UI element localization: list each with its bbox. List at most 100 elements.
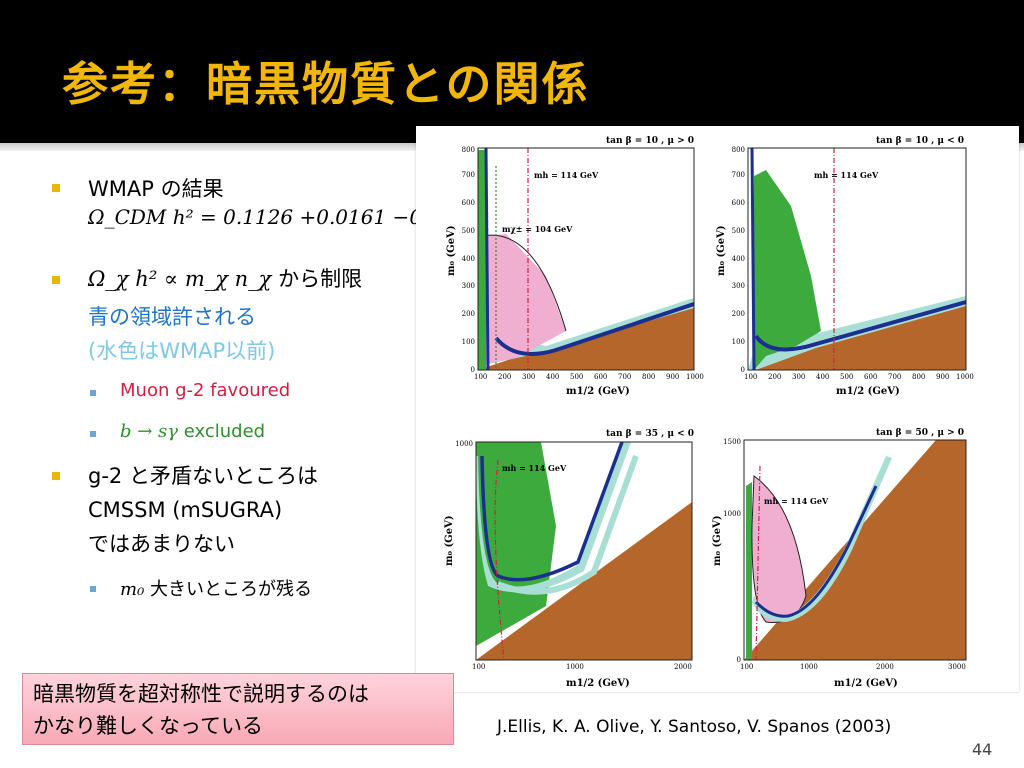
x-tick: 100 <box>744 373 757 381</box>
x-tick: 3000 <box>948 663 966 671</box>
bullet-marker <box>52 276 60 284</box>
summary-callout: 暗黒物質を超対称性で説明するのは かなり難しくなっている <box>22 673 454 745</box>
callout-line-2: かなり難しくなっている <box>33 714 263 738</box>
y-axis-label: m₀ (GeV) <box>446 225 457 276</box>
y-tick: 100 <box>462 338 475 346</box>
y-tick: 300 <box>732 282 745 290</box>
x-tick: 400 <box>546 373 559 381</box>
bsgamma-formula: b → sγ <box>120 421 179 442</box>
x-tick-labels: 100 200 300 400 500 600 700 800 900 1000 <box>744 373 974 381</box>
cyan-region-text: (水色はWMAP以前) <box>88 339 276 363</box>
y-tick: 700 <box>732 171 745 179</box>
bullet-marker <box>52 184 60 192</box>
plot-frame <box>475 441 693 661</box>
bsg-region <box>746 482 752 660</box>
y-tick: 100 <box>732 338 745 346</box>
y-tick: 1000 <box>455 440 473 448</box>
proportional-formula: Ω_χ h² ∝ m_χ n_χ <box>88 267 272 291</box>
plot-annotation: mχ± = 104 GeV <box>502 224 573 234</box>
cdm-band <box>480 442 624 582</box>
y-tick: 0 <box>741 366 745 374</box>
plot-annotation: mh = 114 GeV <box>764 496 829 506</box>
y-tick-labels: 0 1000 1500 <box>723 438 741 664</box>
title-bar <box>0 0 1024 143</box>
x-tick: 700 <box>618 373 631 381</box>
m0-formula: m₀ <box>120 579 145 600</box>
sub-bullet-marker <box>90 390 96 396</box>
plot-frame <box>747 147 967 371</box>
x-tick: 600 <box>594 373 607 381</box>
plot-header: tan β = 10 , μ < 0 <box>876 136 964 146</box>
x-tick-labels: 100 1000 2000 <box>472 663 692 671</box>
plots-svg: tan β = 10 , μ > 0 mh = 114 GeV mχ± = 10… <box>444 136 974 689</box>
y-tick: 500 <box>732 227 745 235</box>
plot-3: tan β = 35 , μ < 0 mh = 114 GeV m1/2 (Ge… <box>444 429 694 689</box>
y-tick: 200 <box>462 310 475 318</box>
y-tick: 300 <box>462 282 475 290</box>
plot-frame <box>477 147 695 371</box>
bsg-region <box>478 150 486 370</box>
y-tick: 200 <box>732 310 745 318</box>
y-axis-label: m₀ (GeV) <box>444 515 455 566</box>
muon-favoured-text: Muon g-2 favoured <box>120 380 291 401</box>
y-tick: 400 <box>462 255 475 263</box>
plot-4: tan β = 50 , μ > 0 mh = 114 GeV m1/2 (Ge… <box>712 428 967 689</box>
x-tick: 1000 <box>566 663 584 671</box>
x-tick: 900 <box>666 373 679 381</box>
y-tick: 1000 <box>723 510 741 518</box>
g2-boundary <box>481 234 567 332</box>
x-axis-label: m1/2 (GeV) <box>566 678 630 689</box>
plot-header: tan β = 50 , μ > 0 <box>876 428 964 438</box>
y-tick: 1500 <box>723 438 741 446</box>
proportional-line: Ω_χ h² ∝ m_χ n_χ から制限 <box>88 266 362 292</box>
y-tick: 0 <box>737 656 741 664</box>
bsg-region <box>754 170 821 370</box>
plot-annotation: mh = 114 GeV <box>502 463 567 473</box>
x-tick: 100 <box>740 663 753 671</box>
x-axis-label: m1/2 (GeV) <box>834 678 898 689</box>
x-tick: 1000 <box>956 373 974 381</box>
x-tick: 700 <box>888 373 901 381</box>
y-tick: 600 <box>732 199 745 207</box>
x-tick: 100 <box>474 373 487 381</box>
y-tick: 800 <box>462 146 475 154</box>
page-number: 44 <box>972 740 993 759</box>
x-tick: 200 <box>768 373 781 381</box>
parameter-space-figure: tan β = 10 , μ > 0 mh = 114 GeV mχ± = 10… <box>416 126 1019 692</box>
cdm-band <box>754 300 966 352</box>
x-axis-label: m1/2 (GeV) <box>566 386 630 397</box>
x-axis-label: m1/2 (GeV) <box>836 386 900 397</box>
y-tick: 700 <box>462 171 475 179</box>
x-tick: 100 <box>472 663 485 671</box>
sub-bullet-marker <box>90 431 96 437</box>
y-tick: 0 <box>471 366 475 374</box>
wmap-label: WMAP の結果 <box>88 177 224 201</box>
x-tick: 1000 <box>686 373 704 381</box>
sub-bullet-marker <box>90 586 96 592</box>
plot-annotation: mh = 114 GeV <box>534 170 599 180</box>
m0-line: m₀ 大きいところが残る <box>120 575 312 601</box>
mh-line <box>494 459 505 660</box>
bullet-marker <box>52 472 60 480</box>
y-axis-label: m₀ (GeV) <box>712 515 723 566</box>
citation: J.Ellis, K. A. Olive, Y. Santoso, V. Spa… <box>497 717 892 737</box>
wmap-formula: Ω_CDM h² = 0.1126 +0.0161 −0.0181 <box>88 205 480 229</box>
y-tick: 500 <box>462 227 475 235</box>
x-tick: 800 <box>642 373 655 381</box>
wmap-band-outer <box>496 454 639 595</box>
x-tick: 200 <box>498 373 511 381</box>
y-tick-labels: 0 100 200 300 400 500 600 700 800 <box>462 146 475 374</box>
y-tick: 400 <box>732 255 745 263</box>
y-tick: 600 <box>462 199 475 207</box>
bsgamma-excluded: excluded <box>183 421 266 442</box>
callout-line-1: 暗黒物質を超対称性で説明するのは <box>33 682 369 706</box>
cdm-band <box>754 485 878 618</box>
x-tick: 2000 <box>674 663 692 671</box>
cdm-band-vertical <box>484 148 490 370</box>
x-tick: 400 <box>816 373 829 381</box>
proportional-suffix: から制限 <box>278 267 363 291</box>
y-tick-labels: 0 100 200 300 400 500 600 700 800 <box>732 146 745 374</box>
mh-line <box>755 465 761 660</box>
x-tick-labels: 100 200 300 400 500 600 700 800 900 1000 <box>474 373 704 381</box>
plot-header: tan β = 10 , μ > 0 <box>606 136 694 146</box>
